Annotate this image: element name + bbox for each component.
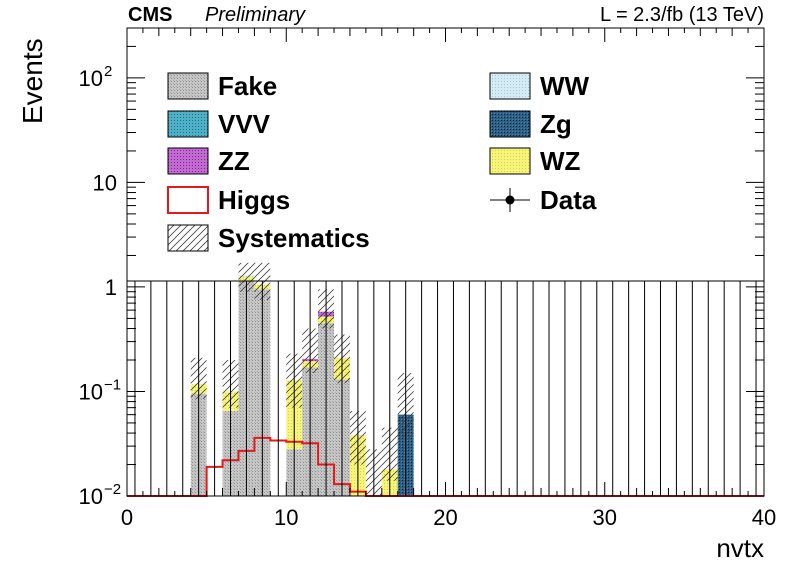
legend-data-marker <box>505 195 515 205</box>
y-tick-label: 10 <box>79 484 103 509</box>
legend-systematics-swatch <box>167 224 209 252</box>
y-tick-label: 1 <box>105 275 117 300</box>
status-label: Preliminary <box>205 4 306 26</box>
legend-label-data: Data <box>540 185 597 215</box>
y-tick-label: 10 <box>79 379 103 404</box>
x-tick-label: 0 <box>121 505 133 530</box>
x-tick-label: 10 <box>274 505 298 530</box>
legend-label-ww: WW <box>540 71 590 101</box>
legend-zg-swatch <box>489 110 531 138</box>
legend-label-higgs: Higgs <box>218 185 290 215</box>
y-axis-title: Events <box>17 38 48 124</box>
lumi-label: L = 2.3/fb (13 TeV) <box>600 4 764 26</box>
legend-label-zg: Zg <box>540 109 572 139</box>
legend-label-wz: WZ <box>540 146 581 176</box>
legend-label-zz: ZZ <box>218 146 250 176</box>
legend-vvv-swatch <box>167 110 209 138</box>
x-tick-label: 30 <box>593 505 617 530</box>
legend-label-vvv: VVV <box>218 109 271 139</box>
experiment-label: CMS <box>128 4 172 26</box>
y-tick-exponent: −1 <box>104 376 121 393</box>
legend-fake-swatch <box>167 72 209 100</box>
legend-wz-swatch <box>489 147 531 175</box>
legend-zz-swatch <box>167 147 209 175</box>
legend-ww-swatch <box>489 72 531 100</box>
y-tick-exponent: −2 <box>104 481 121 498</box>
x-axis-title: nvtx <box>716 533 764 563</box>
legend-label-fake: Fake <box>218 71 277 101</box>
y-tick-label: 10 <box>79 66 103 91</box>
legend: Fake WW VVV Zg ZZ WZ Higgs Data Systematics <box>167 71 597 253</box>
y-tick-exponent: 2 <box>104 63 112 80</box>
x-tick-label: 20 <box>433 505 457 530</box>
y-tick-label: 10 <box>93 170 117 195</box>
data-points <box>127 280 764 496</box>
systematics-bin <box>238 262 255 292</box>
legend-higgs-swatch <box>167 186 209 214</box>
x-tick-label: 40 <box>752 505 776 530</box>
legend-label-syst: Systematics <box>218 223 370 253</box>
